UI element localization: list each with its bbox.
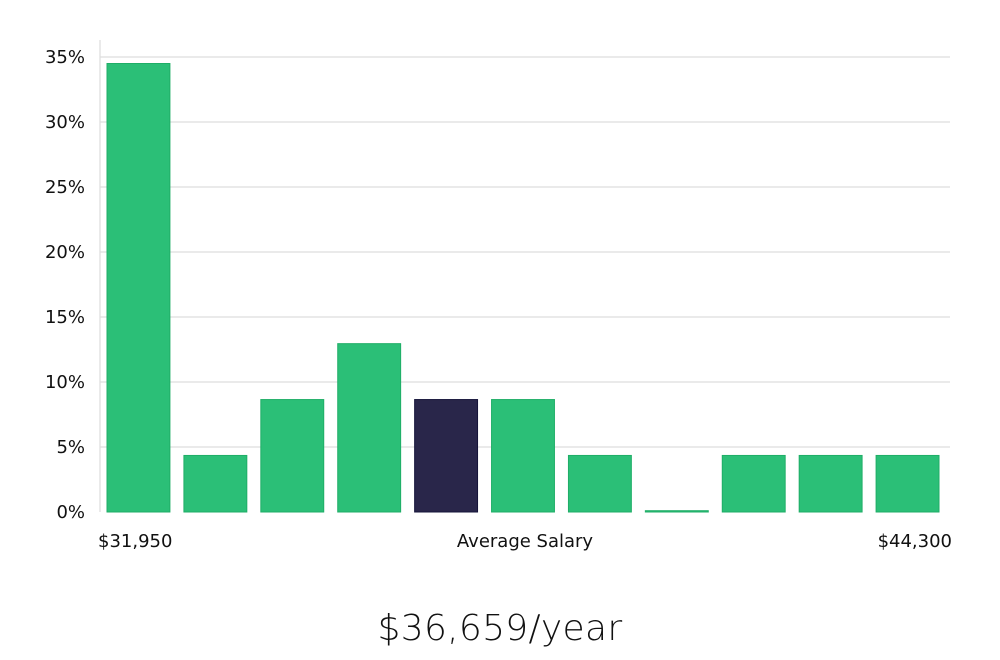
bar [260, 399, 325, 513]
y-tick-label: 25% [45, 177, 85, 198]
y-axis-ticks: 0% 5% 10% 15% 20% 25% 30% 35% [45, 47, 85, 523]
bar [337, 343, 402, 513]
bar [644, 510, 709, 513]
y-tick-label: 10% [45, 372, 85, 393]
x-axis-min-label: $31,950 [98, 531, 172, 552]
bar [183, 454, 248, 513]
x-axis-title: Average Salary [457, 531, 594, 552]
bar [567, 454, 632, 513]
bars [106, 63, 940, 513]
bar [106, 63, 171, 513]
y-tick-label: 5% [56, 437, 85, 458]
salary-histogram: 0% 5% 10% 15% 20% 25% 30% 35% $31,950 Average S… [45, 40, 952, 552]
x-axis-max-label: $44,300 [878, 531, 952, 552]
bar [491, 399, 555, 513]
average-salary-value: $36,659/year [377, 608, 623, 649]
bar [875, 454, 940, 513]
y-tick-label: 20% [45, 242, 85, 263]
bar [798, 454, 863, 513]
bar-average-salary [414, 399, 479, 513]
bar [721, 454, 786, 513]
grid-lines [100, 56, 950, 448]
y-tick-label: 0% [56, 502, 85, 523]
y-tick-label: 15% [45, 307, 85, 328]
y-tick-label: 35% [45, 47, 85, 68]
y-tick-label: 30% [45, 112, 85, 133]
